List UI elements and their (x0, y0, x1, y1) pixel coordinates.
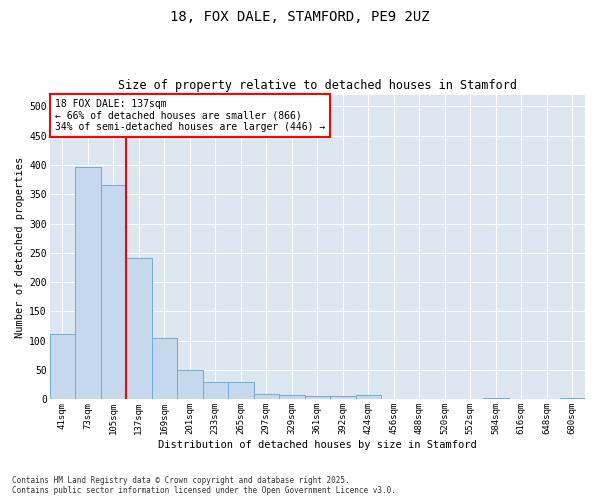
Bar (152, 338, 177, 400)
Bar (279, 396, 305, 400)
Bar (305, 396, 330, 400)
Bar (177, 370, 203, 400)
X-axis label: Distribution of detached houses by size in Stamford: Distribution of detached houses by size … (158, 440, 476, 450)
Text: 18 FOX DALE: 137sqm
← 66% of detached houses are smaller (866)
34% of semi-detac: 18 FOX DALE: 137sqm ← 66% of detached ho… (55, 99, 325, 132)
Bar (254, 394, 279, 400)
Bar (228, 382, 254, 400)
Y-axis label: Number of detached properties: Number of detached properties (15, 156, 25, 338)
Bar (356, 396, 381, 400)
Text: Contains HM Land Registry data © Crown copyright and database right 2025.
Contai: Contains HM Land Registry data © Crown c… (12, 476, 396, 495)
Bar (432, 399, 458, 400)
Bar (75, 166, 101, 400)
Bar (101, 186, 126, 400)
Bar (203, 382, 228, 400)
Bar (330, 396, 356, 400)
Bar (483, 398, 509, 400)
Title: Size of property relative to detached houses in Stamford: Size of property relative to detached ho… (118, 79, 517, 92)
Text: 18, FOX DALE, STAMFORD, PE9 2UZ: 18, FOX DALE, STAMFORD, PE9 2UZ (170, 10, 430, 24)
Bar (560, 398, 585, 400)
Bar (126, 258, 152, 400)
Bar (50, 334, 75, 400)
